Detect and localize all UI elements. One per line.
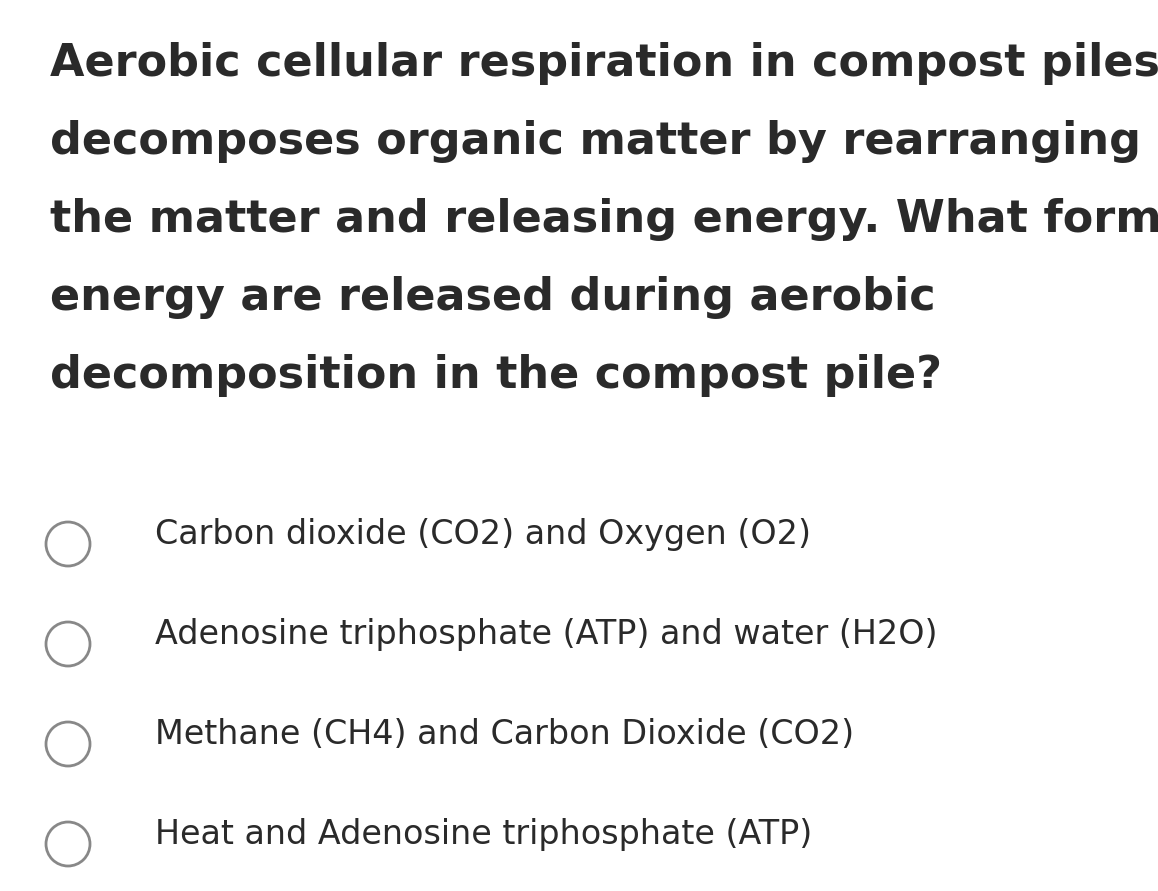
Text: Adenosine triphosphate (ATP) and water (H2O): Adenosine triphosphate (ATP) and water (…: [155, 618, 938, 651]
Text: Carbon dioxide (CO2) and Oxygen (O2): Carbon dioxide (CO2) and Oxygen (O2): [155, 518, 811, 551]
Text: Methane (CH4) and Carbon Dioxide (CO2): Methane (CH4) and Carbon Dioxide (CO2): [155, 718, 855, 751]
Text: decomposes organic matter by rearranging: decomposes organic matter by rearranging: [50, 120, 1141, 163]
Text: decomposition in the compost pile?: decomposition in the compost pile?: [50, 354, 941, 397]
Text: Aerobic cellular respiration in compost piles: Aerobic cellular respiration in compost …: [50, 42, 1158, 85]
Text: the matter and releasing energy. What forms of: the matter and releasing energy. What fo…: [50, 198, 1158, 241]
Text: Heat and Adenosine triphosphate (ATP): Heat and Adenosine triphosphate (ATP): [155, 818, 812, 851]
Text: energy are released during aerobic: energy are released during aerobic: [50, 276, 936, 319]
